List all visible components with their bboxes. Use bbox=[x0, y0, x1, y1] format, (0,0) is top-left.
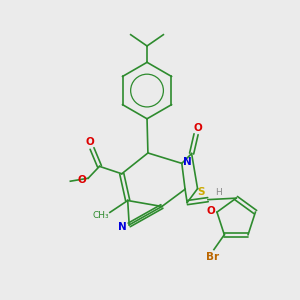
Text: Br: Br bbox=[206, 252, 219, 262]
Text: S: S bbox=[197, 187, 204, 197]
Text: H: H bbox=[215, 188, 222, 197]
Text: N: N bbox=[183, 158, 192, 167]
Text: O: O bbox=[85, 137, 94, 147]
Text: O: O bbox=[206, 206, 215, 216]
Text: O: O bbox=[194, 123, 203, 133]
Text: O: O bbox=[77, 175, 86, 185]
Text: N: N bbox=[118, 222, 127, 232]
Text: CH₃: CH₃ bbox=[92, 211, 109, 220]
